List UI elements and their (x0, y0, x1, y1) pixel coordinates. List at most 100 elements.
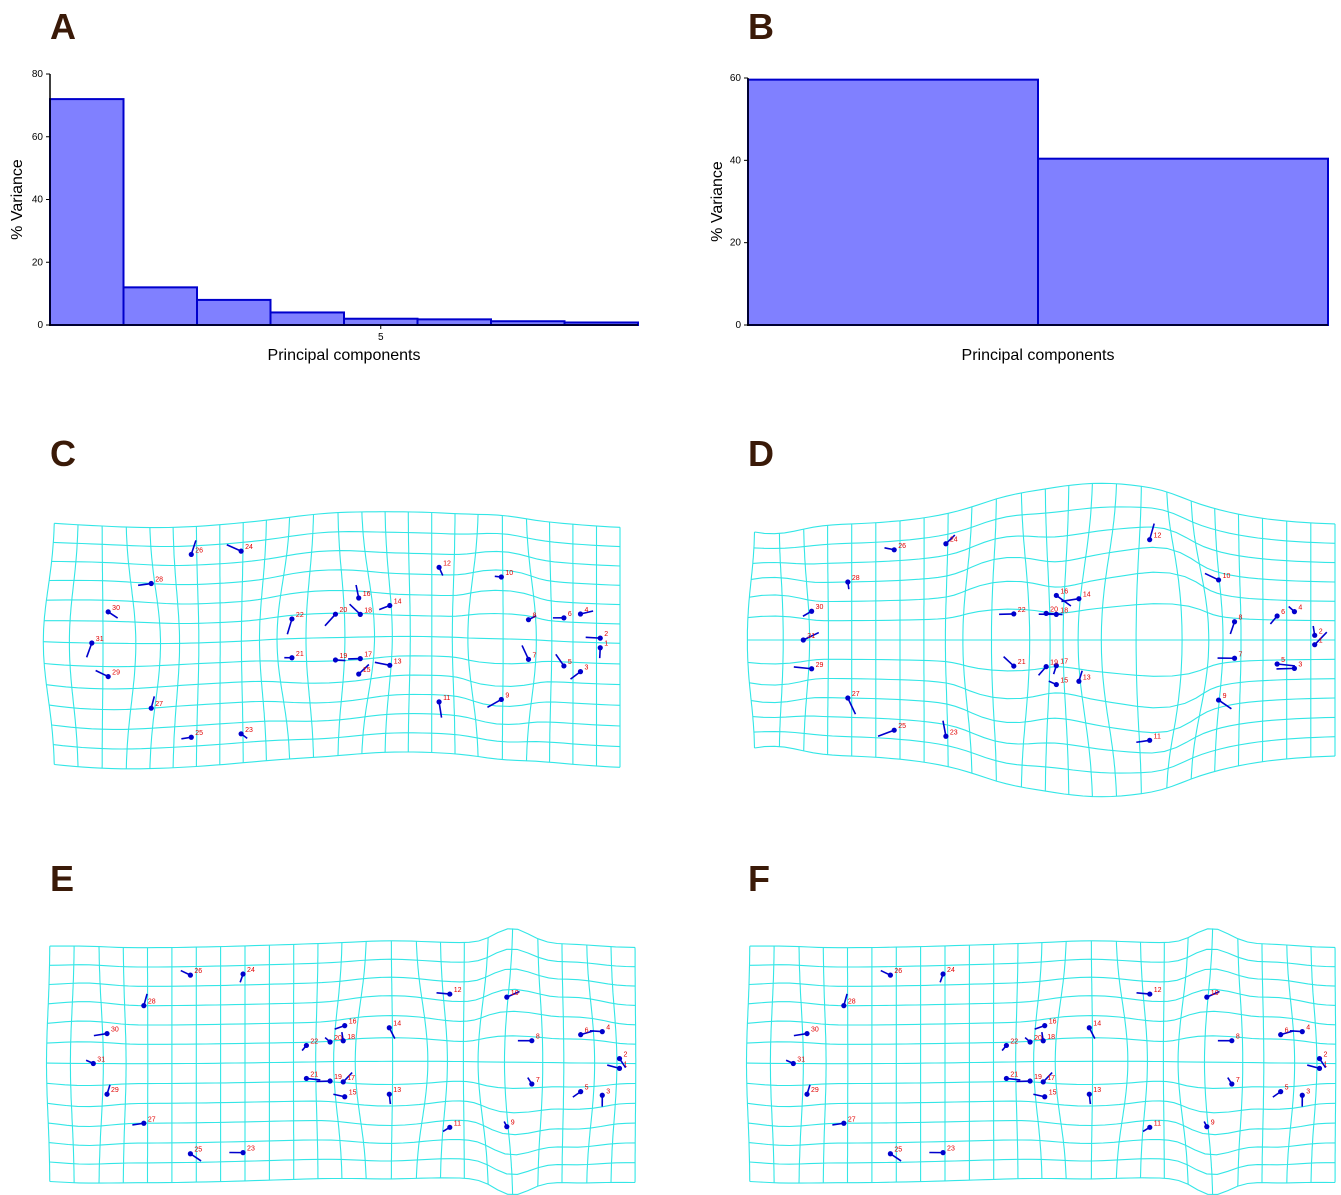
landmark-point (943, 541, 949, 547)
deformation-grid-c: 1234567891011121314151617181920212223242… (42, 511, 621, 770)
x-tick-label: 5 (378, 332, 384, 343)
landmark-point (1312, 642, 1318, 648)
landmark-label: 9 (1211, 1120, 1215, 1127)
landmark-label: 20 (339, 607, 347, 614)
bar-2 (122, 286, 198, 327)
deformation-grid-e: 1234567891011121314151617181920212223242… (45, 928, 637, 1195)
grid-column-line (42, 523, 55, 765)
landmark-label: 27 (848, 1116, 856, 1123)
landmark-label: 8 (1236, 1034, 1240, 1041)
landmark-label: 2 (624, 1052, 628, 1059)
grid-column-line (122, 947, 127, 1183)
landmark-label: 7 (536, 1077, 540, 1084)
landmark-label: 31 (97, 1056, 105, 1063)
landmark-point (240, 971, 246, 977)
landmark-vector (487, 698, 502, 708)
grid-column-line (1190, 500, 1210, 780)
landmark-point (1086, 1025, 1092, 1031)
landmark-label: 2 (1324, 1052, 1328, 1059)
bar-3 (196, 298, 272, 326)
landmark-point (148, 705, 154, 711)
landmark-label: 21 (310, 1071, 318, 1078)
grid-column-line (1015, 943, 1019, 1179)
landmark-label: 29 (111, 1087, 119, 1094)
landmark-point (1086, 1091, 1092, 1097)
landmark-label: 27 (148, 1116, 156, 1123)
landmark-label: 19 (1050, 660, 1058, 667)
landmark-point (1147, 991, 1153, 997)
landmark-label: 21 (296, 651, 304, 658)
landmark-vector (877, 729, 895, 737)
landmark-label: 2 (1319, 628, 1323, 635)
landmark-label: 22 (310, 1038, 318, 1045)
landmark-label: 11 (454, 1120, 461, 1127)
landmark-label: 25 (898, 723, 906, 730)
grid-row-line (48, 1119, 636, 1136)
grid-column-line (1310, 946, 1318, 1183)
landmark-point (940, 971, 946, 977)
grid-row-line (751, 697, 1336, 734)
landmark-point (1274, 613, 1280, 619)
landmark-point (1229, 1038, 1235, 1044)
landmark-point (578, 1089, 584, 1095)
bar-2 (1037, 157, 1329, 327)
grid-column-line (944, 513, 949, 767)
grid-row-line (748, 1138, 1336, 1156)
landmark-label: 21 (1018, 659, 1026, 666)
landmark-point (887, 972, 893, 978)
landmark-point (1027, 1078, 1033, 1084)
landmark-point (845, 695, 851, 701)
grid-row-line (51, 713, 621, 730)
landmark-label: 12 (1154, 533, 1162, 540)
landmark-label: 26 (194, 968, 202, 975)
grid-column-line (477, 937, 489, 1185)
landmark-label: 17 (1047, 1075, 1055, 1082)
landmark-vector (438, 701, 443, 718)
grid-row-line (54, 751, 621, 770)
landmark-point (504, 994, 510, 1000)
grid-row-line (49, 693, 621, 711)
grid-column-line (415, 941, 429, 1179)
grid-column-line (1135, 486, 1142, 794)
landmark-label: 2 (604, 631, 608, 638)
landmark-point (1147, 737, 1153, 743)
grid-column-line (1054, 941, 1067, 1179)
landmark-label: 20 (1050, 606, 1058, 613)
landmark-point (1312, 632, 1318, 638)
grid-row-line (53, 732, 621, 750)
grid-column-line (68, 524, 79, 767)
panel-label-b: B (748, 6, 774, 47)
landmark-label: 28 (148, 999, 156, 1006)
landmark-point (597, 635, 603, 641)
landmark-point (1291, 609, 1298, 615)
landmark-label: 28 (155, 577, 163, 584)
grid-column-line (1214, 508, 1224, 772)
grid-column-line (390, 940, 394, 1179)
landmark-label: 16 (363, 591, 371, 598)
landmark-label: 31 (96, 636, 104, 643)
grid-row-line (748, 988, 1336, 1007)
grid-row-line (749, 1177, 1336, 1195)
landmark-label: 29 (811, 1087, 819, 1094)
landmark-point (1040, 1079, 1046, 1085)
landmark-point (104, 1030, 110, 1037)
grid-row-line (54, 511, 621, 529)
landmark-point (436, 699, 442, 705)
landmark-point (809, 666, 815, 672)
landmark-point (447, 1124, 453, 1130)
landmark-label: 30 (811, 1027, 819, 1034)
landmark-label: 5 (568, 659, 572, 666)
landmark-label: 13 (393, 1087, 401, 1094)
panel-label-f: F (748, 858, 770, 899)
landmark-point (327, 1039, 333, 1045)
landmark-point (340, 1038, 346, 1044)
grid-column-line (1203, 928, 1214, 1195)
landmark-label: 26 (898, 543, 906, 550)
grid-row-line (53, 531, 621, 548)
landmark-point (1299, 1092, 1305, 1098)
landmark-point (327, 1078, 333, 1084)
y-tick-label: 40 (32, 195, 44, 206)
landmark-point (187, 972, 194, 978)
landmark-point (790, 1060, 796, 1067)
landmark-vector (226, 544, 242, 552)
